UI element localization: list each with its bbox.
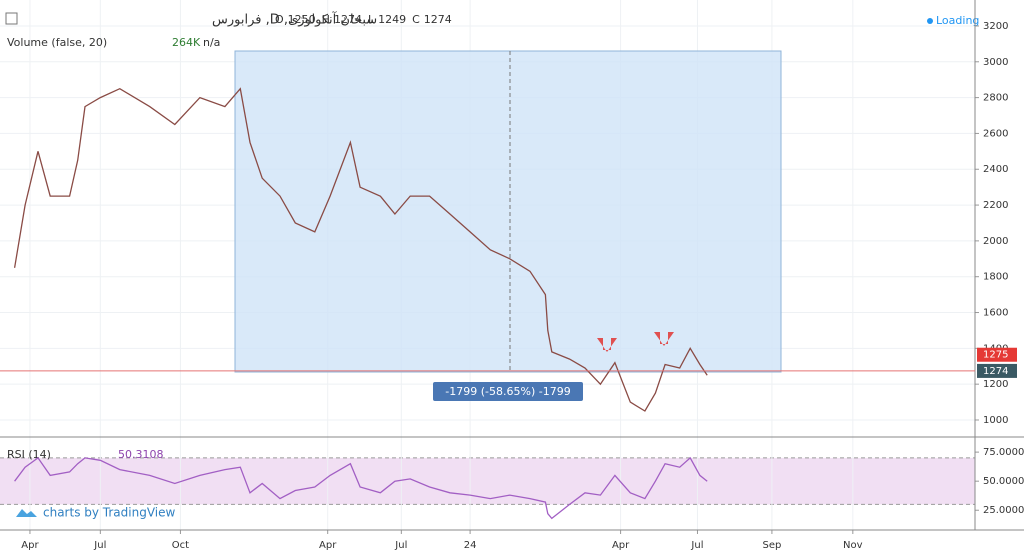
y-tick-label: 1200 (983, 379, 1008, 390)
y2-tick-label: 50.0000 (983, 476, 1024, 487)
price-label-box (977, 363, 1017, 378)
measure-box[interactable] (234, 50, 782, 373)
measure-label: -1799 (-58.65%) -1799 (445, 385, 570, 398)
rsi-band (0, 457, 975, 505)
y2-tick-label: 25.0000 (983, 505, 1024, 516)
rsi-value: 50.3108 (118, 448, 164, 461)
branding-logo (16, 509, 37, 517)
rsi-label: RSI (14) (7, 448, 51, 461)
y-tick-label: 2800 (983, 93, 1008, 104)
y-tick-label: 2000 (983, 236, 1008, 247)
x-tick-label: Sep (762, 540, 781, 551)
symbol-title: سبحان آنکولوژی, D, فرابورس (212, 11, 377, 28)
x-tick-label: Jul (690, 540, 703, 551)
arrow-marker (654, 332, 674, 346)
price-label: 1275 (983, 350, 1008, 361)
status: Loading (936, 14, 979, 27)
ohlc-key: O (275, 13, 284, 26)
x-tick-label: Jul (394, 540, 407, 551)
ohlc-value: 1250 (288, 13, 316, 26)
x-tick-label: Apr (319, 540, 337, 551)
x-tick-label: Apr (21, 540, 39, 551)
branding[interactable]: charts by TradingView (43, 506, 175, 520)
y-tick-label: 2200 (983, 200, 1008, 211)
x-tick-label: 24 (464, 540, 477, 551)
ohlc-key: H (322, 13, 330, 26)
price-label-box (977, 347, 1017, 362)
x-tick-label: Nov (843, 540, 863, 551)
arrow-marker (597, 338, 617, 352)
volume-value: 264K (172, 36, 201, 49)
x-tick-label: Apr (612, 540, 630, 551)
y-tick-label: 2400 (983, 164, 1008, 175)
x-tick-label: Oct (172, 540, 189, 551)
price-label: 1274 (983, 366, 1008, 377)
price-line (13, 87, 708, 412)
y-tick-label: 2600 (983, 128, 1008, 139)
ohlc-key: C (412, 13, 420, 26)
volume-label: Volume (false, 20) (7, 36, 107, 49)
y2-tick-label: 75.0000 (983, 447, 1024, 458)
ohlc-value: 1249 (378, 13, 406, 26)
ohlc-value: 1274 (334, 13, 362, 26)
status-dot (927, 18, 933, 24)
rsi-line (14, 456, 708, 520)
y-tick-label: 1000 (983, 415, 1008, 426)
volume-extra: n/a (203, 36, 220, 49)
collapse-icon[interactable] (5, 12, 18, 25)
y-tick-label: 3000 (983, 57, 1008, 68)
ohlc-value: 1274 (424, 13, 452, 26)
measure-label-box (433, 382, 583, 401)
x-tick-label: Jul (93, 540, 106, 551)
y-tick-label: 3200 (983, 21, 1008, 32)
y-tick-label: 1600 (983, 308, 1008, 319)
y-tick-label: 1800 (983, 272, 1008, 283)
ohlc-key: L (368, 13, 375, 26)
